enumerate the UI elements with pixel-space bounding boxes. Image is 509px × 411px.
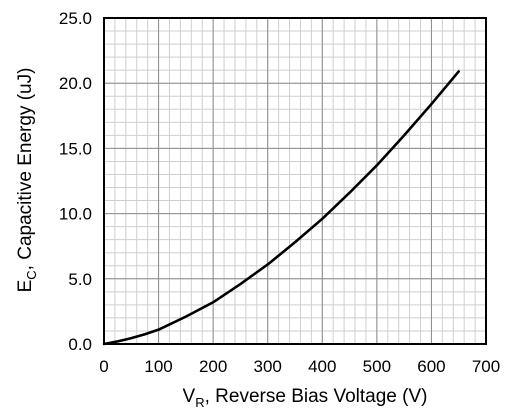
data-point xyxy=(431,104,432,105)
series-layer xyxy=(102,70,461,346)
data-point xyxy=(458,71,459,72)
x-tick-label: 600 xyxy=(417,357,445,376)
data-point xyxy=(131,338,132,339)
x-tick-label: 100 xyxy=(144,357,172,376)
x-axis-title: VR, Reverse Bias Voltage (V) xyxy=(183,386,428,410)
major-grid xyxy=(103,17,487,345)
y-tick-label: 20.0 xyxy=(59,74,92,93)
data-point xyxy=(322,218,323,219)
x-tick-label: 200 xyxy=(199,357,227,376)
data-point xyxy=(185,316,186,317)
x-tick-labels: 0 100 200 300 400 500 600 700 xyxy=(99,357,500,376)
x-tick-label: 400 xyxy=(308,357,336,376)
data-point xyxy=(240,284,241,285)
data-point xyxy=(213,302,214,303)
y-tick-label: 5.0 xyxy=(68,270,92,289)
y-axis-title-main: E xyxy=(15,280,36,293)
minor-grid xyxy=(103,17,487,345)
data-point xyxy=(144,334,145,335)
data-point xyxy=(158,329,159,330)
data-point xyxy=(267,264,268,265)
x-tick-label: 700 xyxy=(472,357,500,376)
data-point xyxy=(349,192,350,193)
x-axis-title-subscript: R xyxy=(195,395,204,410)
x-axis-title-rest: , Reverse Bias Voltage (V) xyxy=(205,386,428,407)
y-axis-title-rest: , Capacitive Energy (uJ) xyxy=(15,68,36,271)
x-tick-label: 300 xyxy=(254,357,282,376)
y-tick-labels: 0.0 5.0 10.0 15.0 20.0 25.0 xyxy=(59,9,92,354)
y-tick-label: 15.0 xyxy=(59,139,92,158)
x-axis-title-main: V xyxy=(183,386,196,407)
y-axis-title-subscript: C xyxy=(24,270,39,279)
y-tick-label: 25.0 xyxy=(59,9,92,28)
plot-frame xyxy=(103,17,487,345)
y-tick-label: 0.0 xyxy=(68,335,92,354)
y-axis-title: EC, Capacitive Energy (uJ) xyxy=(15,68,39,293)
x-tick-label: 0 xyxy=(99,357,108,376)
x-tick-label: 500 xyxy=(363,357,391,376)
data-point xyxy=(295,242,296,243)
y-tick-label: 10.0 xyxy=(59,205,92,224)
data-point xyxy=(117,341,118,342)
data-point xyxy=(376,165,377,166)
capacitive-energy-curve xyxy=(102,70,461,346)
data-point xyxy=(404,135,405,136)
